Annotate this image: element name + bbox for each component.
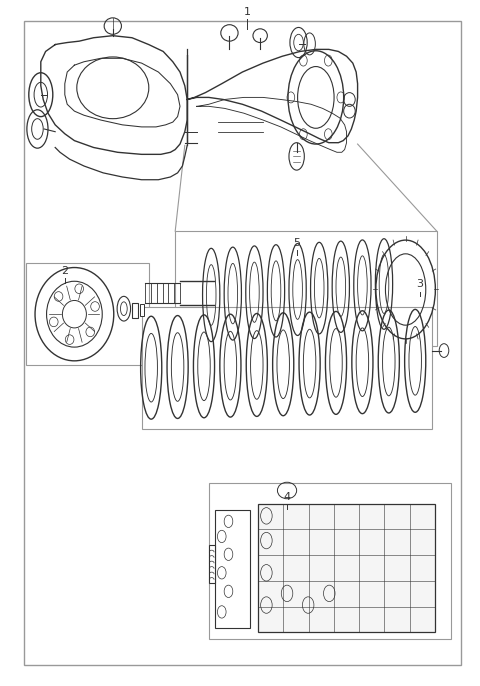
Text: 3: 3 xyxy=(417,279,423,289)
Bar xyxy=(142,307,432,429)
Text: 2: 2 xyxy=(61,265,68,276)
Bar xyxy=(258,504,435,632)
Bar xyxy=(26,263,149,365)
Bar xyxy=(140,304,144,316)
Bar xyxy=(209,545,215,583)
Bar xyxy=(132,303,138,318)
Bar xyxy=(186,55,189,143)
Text: 5: 5 xyxy=(293,238,300,248)
Bar xyxy=(215,510,250,628)
Bar xyxy=(175,231,437,346)
Text: 1: 1 xyxy=(244,7,251,17)
Bar xyxy=(209,483,451,639)
Text: 4: 4 xyxy=(284,492,290,502)
